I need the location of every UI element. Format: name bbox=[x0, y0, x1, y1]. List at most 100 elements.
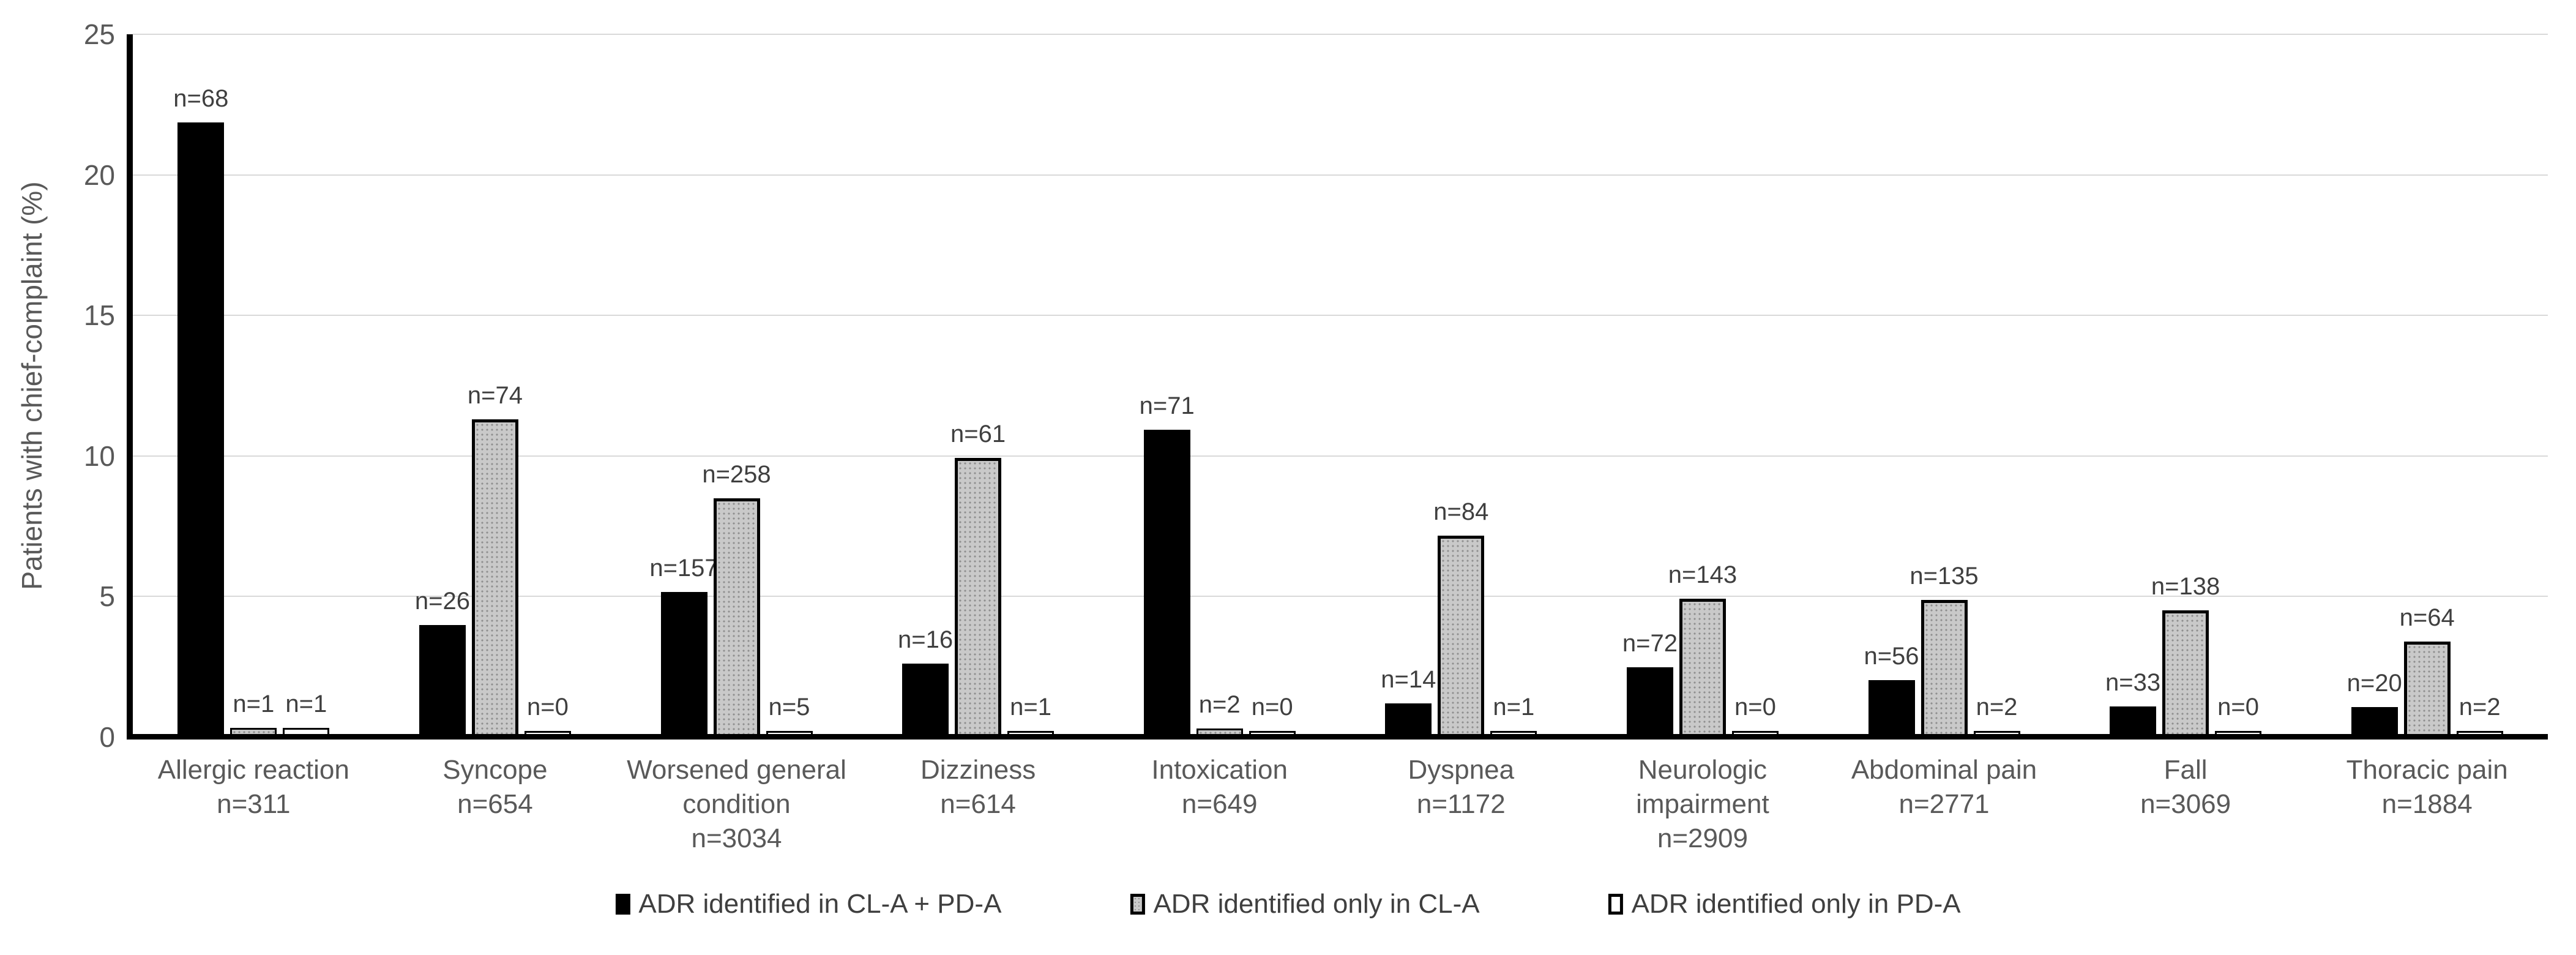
category-label: Dizziness n=614 bbox=[856, 753, 1100, 822]
category-label: Intoxication n=649 bbox=[1097, 753, 1342, 822]
category-total: n=3069 bbox=[2140, 789, 2231, 819]
bar-black-4 bbox=[902, 664, 949, 737]
bar-value-label: n=2 bbox=[1198, 691, 1241, 718]
bar-value-label: n=258 bbox=[702, 461, 771, 488]
category-name: Thoracic pain bbox=[2346, 755, 2508, 785]
category-label: Worsened general condition n=3034 bbox=[614, 753, 859, 856]
category-label: Syncope n=654 bbox=[373, 753, 618, 822]
y-axis-title: Patients with chief-complaint (%) bbox=[16, 181, 48, 590]
category-name: Dizziness bbox=[920, 755, 1036, 785]
bar-value-label: n=1 bbox=[233, 691, 275, 717]
category-total: n=614 bbox=[940, 789, 1016, 819]
bar-value-label: n=1 bbox=[1493, 694, 1535, 721]
bar-gray-pattern-4 bbox=[955, 458, 1002, 737]
y-tick-label: 15 bbox=[83, 299, 115, 332]
bar-value-label: n=135 bbox=[1910, 563, 1979, 590]
bar-value-label: n=20 bbox=[2346, 670, 2402, 697]
bar-black-2 bbox=[419, 625, 466, 737]
category-label: Neurologic impairment n=2909 bbox=[1580, 753, 1825, 856]
bar-gray-pattern-3 bbox=[713, 498, 760, 737]
category-label: Allergic reaction n=311 bbox=[131, 753, 376, 822]
bar-gray-pattern-7 bbox=[1679, 599, 1726, 737]
plot-area: n=68 n=1 n=1 n=26 n=74 n=0 n=157 n=258 n=5 n=16 n=… bbox=[133, 34, 2548, 737]
gridline bbox=[133, 596, 2548, 597]
category-name: Fall bbox=[2163, 755, 2208, 785]
gridline bbox=[133, 174, 2548, 176]
category-name: Worsened general condition bbox=[627, 755, 846, 819]
bar-black-5 bbox=[1143, 430, 1190, 737]
bar-value-label: n=72 bbox=[1622, 630, 1678, 657]
category-label: Fall n=3069 bbox=[2063, 753, 2308, 822]
y-axis-line bbox=[127, 34, 133, 740]
bar-value-label: n=14 bbox=[1381, 666, 1436, 693]
category-total: n=1172 bbox=[1416, 789, 1506, 819]
bar-value-label: n=56 bbox=[1864, 643, 1919, 670]
bar-value-label: n=64 bbox=[2399, 604, 2455, 631]
category-total: n=3034 bbox=[691, 823, 782, 853]
bar-black-1 bbox=[177, 122, 225, 737]
category-name: Dyspnea bbox=[1408, 755, 1515, 785]
bar-value-label: n=2 bbox=[2458, 694, 2501, 721]
bar-value-label: n=0 bbox=[1734, 694, 1776, 721]
bar-value-label: n=0 bbox=[1251, 694, 1293, 721]
category-label: Dyspnea n=1172 bbox=[1338, 753, 1583, 822]
bar-value-label: n=138 bbox=[2151, 573, 2220, 600]
bar-value-label: n=33 bbox=[2105, 669, 2161, 696]
y-tick-label: 20 bbox=[83, 159, 115, 191]
gridline bbox=[133, 455, 2548, 457]
bar-black-7 bbox=[1626, 667, 1673, 737]
bar-gray-pattern-10 bbox=[2403, 642, 2451, 737]
legend-swatch-gray-pattern-icon bbox=[1130, 894, 1145, 915]
category-total: n=654 bbox=[457, 789, 533, 819]
category-total: n=311 bbox=[217, 789, 291, 819]
y-tick-label: 5 bbox=[99, 580, 115, 613]
bar-value-label: n=71 bbox=[1139, 392, 1195, 419]
bar-gray-pattern-6 bbox=[1438, 536, 1485, 737]
bar-value-label: n=26 bbox=[414, 588, 470, 615]
bar-black-10 bbox=[2351, 707, 2398, 737]
category-total: n=2771 bbox=[1898, 789, 1990, 819]
bar-value-label: n=1 bbox=[1010, 694, 1052, 721]
category-name: Allergic reaction bbox=[157, 755, 349, 785]
category-total: n=1884 bbox=[2381, 789, 2473, 819]
legend-label: ADR identified only in CL-A bbox=[1153, 889, 1480, 919]
bar-black-6 bbox=[1385, 703, 1432, 737]
chart-legend: ADR identified in CL-A + PD-A ADR identif… bbox=[615, 889, 1961, 919]
legend-label: ADR identified only in PD-A bbox=[1631, 889, 1961, 919]
bar-value-label: n=68 bbox=[173, 85, 229, 112]
category-label: Abdominal pain n=2771 bbox=[1822, 753, 2067, 822]
bar-value-label: n=5 bbox=[768, 694, 810, 721]
bar-value-label: n=143 bbox=[1668, 561, 1738, 588]
bar-value-label: n=157 bbox=[649, 555, 719, 582]
category-name: Syncope bbox=[442, 755, 548, 785]
bar-value-label: n=0 bbox=[2217, 694, 2260, 721]
gridline bbox=[133, 315, 2548, 316]
category-name: Abdominal pain bbox=[1851, 755, 2037, 785]
bar-value-label: n=61 bbox=[950, 421, 1006, 448]
bar-value-label: n=16 bbox=[898, 626, 954, 653]
legend-item: ADR identified only in CL-A bbox=[1130, 889, 1480, 919]
bar-gray-pattern-2 bbox=[471, 419, 518, 737]
category-label: Thoracic pain n=1884 bbox=[2305, 753, 2550, 822]
gridline bbox=[133, 34, 2548, 35]
legend-label: ADR identified in CL-A + PD-A bbox=[638, 889, 1002, 919]
legend-item: ADR identified in CL-A + PD-A bbox=[615, 889, 1001, 919]
bar-value-label: n=2 bbox=[1976, 694, 2018, 721]
bar-black-9 bbox=[2110, 706, 2157, 737]
category-total: n=649 bbox=[1181, 789, 1258, 819]
y-tick-label: 10 bbox=[83, 440, 115, 472]
category-name: Neurologic impairment bbox=[1636, 755, 1769, 819]
bar-value-label: n=74 bbox=[467, 382, 523, 409]
bar-value-label: n=84 bbox=[1433, 498, 1489, 525]
bar-black-3 bbox=[660, 592, 707, 737]
bar-value-label: n=1 bbox=[285, 691, 327, 717]
y-tick-label: 25 bbox=[83, 18, 115, 50]
x-axis-line bbox=[127, 734, 2548, 740]
bar-gray-pattern-8 bbox=[1921, 600, 1968, 737]
legend-swatch-white-icon bbox=[1608, 894, 1623, 915]
bar-gray-pattern-9 bbox=[2162, 610, 2209, 737]
category-total: n=2909 bbox=[1657, 823, 1748, 853]
category-name: Intoxication bbox=[1151, 755, 1288, 785]
y-tick-label: 0 bbox=[99, 721, 115, 753]
